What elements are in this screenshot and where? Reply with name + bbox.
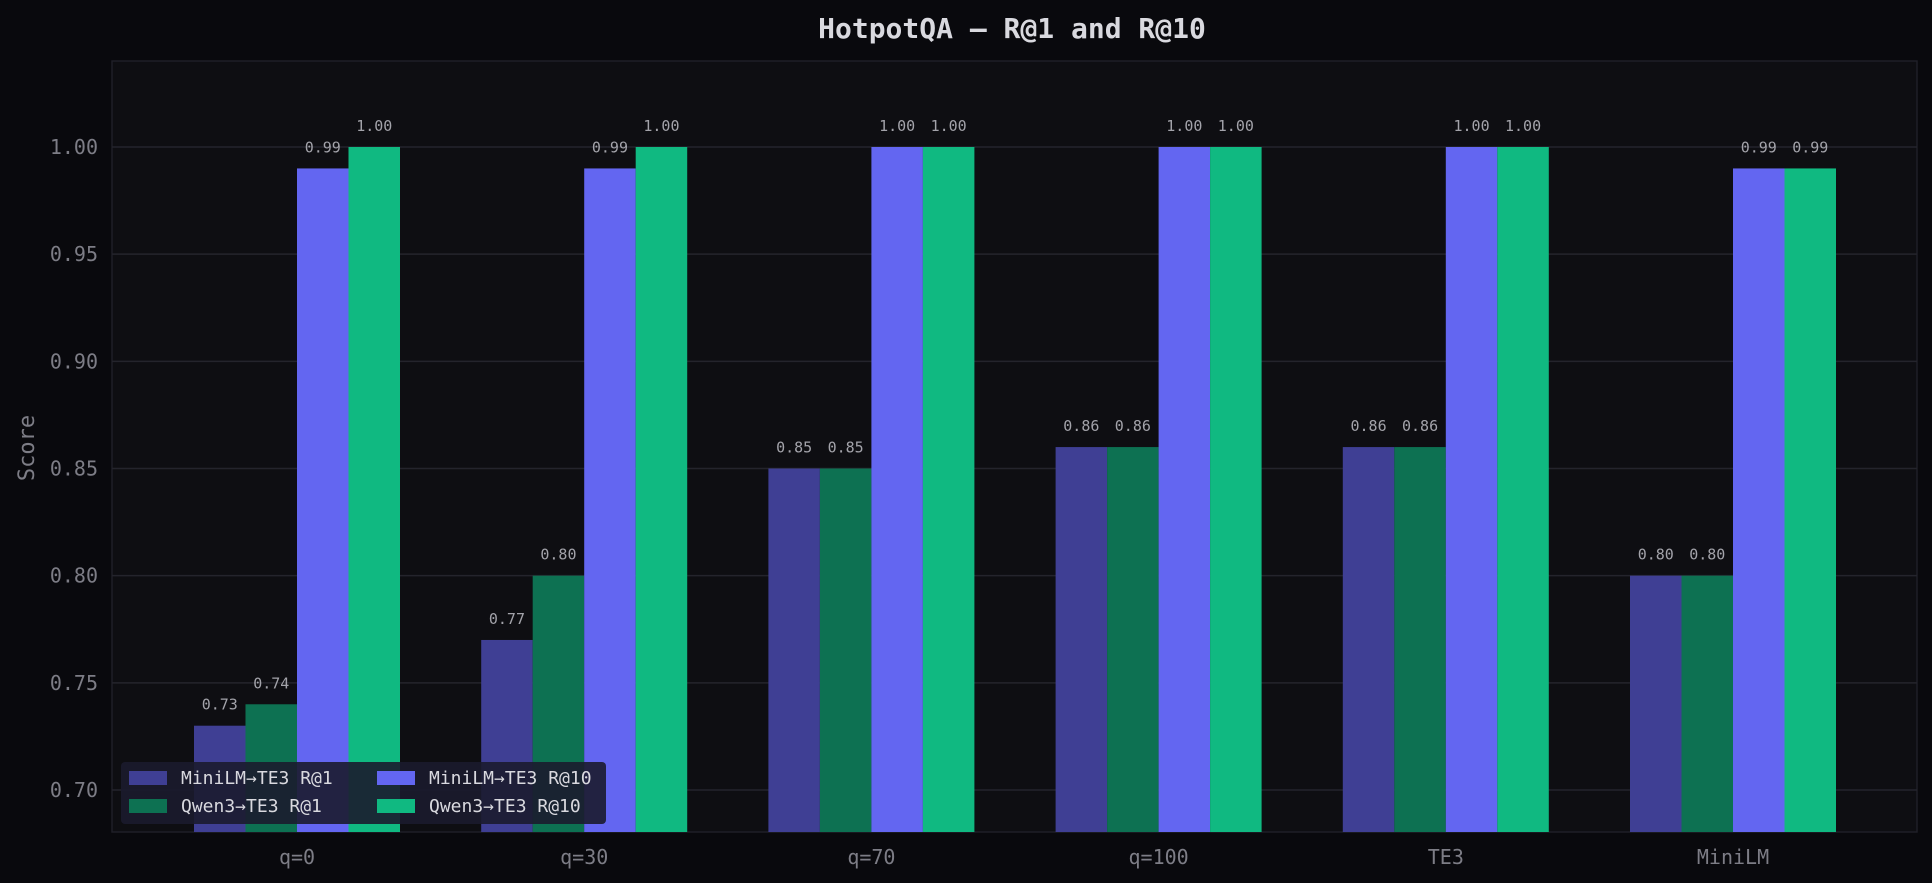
y-tick-label: 0.75 bbox=[50, 671, 98, 695]
legend-entry: Qwen3→TE3 R@10 bbox=[429, 796, 581, 817]
data-label: 0.99 bbox=[1741, 138, 1777, 156]
y-tick-label: 1.00 bbox=[50, 135, 98, 159]
bar bbox=[1055, 447, 1108, 832]
legend: MiniLM→TE3 R@1 Qwen3→TE3 R@1 MiniLM→TE3 R@… bbox=[121, 762, 606, 824]
legend-entry: Qwen3→TE3 R@1 bbox=[181, 796, 322, 817]
bar bbox=[1630, 575, 1682, 832]
data-label: 0.86 bbox=[1115, 417, 1151, 435]
y-axis-label: Score bbox=[15, 415, 40, 481]
bar bbox=[1497, 147, 1549, 832]
data-label: 0.80 bbox=[540, 546, 576, 564]
bar bbox=[1394, 447, 1446, 832]
data-label: 1.00 bbox=[643, 117, 679, 135]
bar bbox=[1445, 147, 1498, 832]
data-label: 1.00 bbox=[356, 117, 392, 135]
legend-entry: MiniLM→TE3 R@10 bbox=[429, 768, 592, 789]
data-label: 0.80 bbox=[1638, 546, 1674, 564]
data-label: 0.99 bbox=[1792, 138, 1828, 156]
bar bbox=[768, 468, 820, 832]
data-label: 1.00 bbox=[931, 117, 967, 135]
data-label: 0.77 bbox=[489, 610, 525, 628]
bar bbox=[348, 147, 400, 832]
data-label: 1.00 bbox=[1453, 117, 1489, 135]
bars bbox=[194, 147, 1836, 832]
bar bbox=[871, 147, 923, 832]
y-tick-label: 0.90 bbox=[50, 349, 98, 373]
bar bbox=[1681, 575, 1733, 832]
x-tick-label: MiniLM bbox=[1697, 845, 1769, 869]
y-tick-label: 0.80 bbox=[50, 564, 98, 588]
data-label: 0.99 bbox=[592, 138, 628, 156]
bar bbox=[1733, 168, 1785, 832]
x-tick-label: q=30 bbox=[560, 845, 608, 869]
data-label: 0.99 bbox=[305, 138, 341, 156]
plot-area bbox=[111, 60, 1918, 833]
data-label: 0.85 bbox=[828, 439, 864, 457]
bar bbox=[1107, 447, 1159, 832]
data-label: 0.73 bbox=[202, 696, 238, 714]
legend-swatch bbox=[129, 799, 167, 813]
data-label: 0.86 bbox=[1063, 417, 1099, 435]
x-tick-label: q=70 bbox=[847, 845, 895, 869]
bar bbox=[922, 147, 975, 832]
y-tick-label: 0.70 bbox=[50, 778, 98, 802]
bar bbox=[1342, 447, 1395, 832]
bar bbox=[1210, 147, 1262, 832]
data-label: 1.00 bbox=[1166, 117, 1202, 135]
legend-swatch bbox=[377, 771, 415, 785]
data-label: 1.00 bbox=[1218, 117, 1254, 135]
data-label: 1.00 bbox=[879, 117, 915, 135]
bar bbox=[1784, 168, 1836, 832]
chart-title: HotpotQA — R@1 and R@10 bbox=[818, 12, 1206, 45]
bar bbox=[1158, 147, 1211, 832]
bar bbox=[819, 468, 872, 832]
data-label: 0.86 bbox=[1350, 417, 1386, 435]
x-tick-label: q=100 bbox=[1128, 845, 1188, 869]
gridlines bbox=[112, 146, 1917, 791]
bar bbox=[584, 168, 636, 832]
y-axis-ticks: 0.70 0.75 0.80 0.85 0.90 0.95 1.00 bbox=[50, 135, 98, 802]
bar bbox=[297, 168, 349, 832]
data-labels: 0.73 0.74 0.99 1.00 0.77 0.80 0.99 1.00 0.85 0.85… bbox=[202, 117, 1829, 714]
y-tick-label: 0.95 bbox=[50, 242, 98, 266]
data-label: 0.85 bbox=[776, 439, 812, 457]
data-label: 1.00 bbox=[1505, 117, 1541, 135]
data-label: 0.86 bbox=[1402, 417, 1438, 435]
legend-box bbox=[121, 762, 606, 824]
y-tick-label: 0.85 bbox=[50, 457, 98, 481]
x-tick-label: q=0 bbox=[279, 845, 315, 869]
bar bbox=[635, 147, 688, 832]
data-label: 0.74 bbox=[253, 674, 289, 692]
legend-swatch bbox=[377, 799, 415, 813]
data-label: 0.80 bbox=[1689, 546, 1725, 564]
legend-entry: MiniLM→TE3 R@1 bbox=[181, 768, 333, 789]
x-axis-ticks: q=0 q=30 q=70 q=100 TE3 MiniLM bbox=[279, 845, 1769, 869]
legend-swatch bbox=[129, 771, 167, 785]
x-tick-label: TE3 bbox=[1428, 845, 1464, 869]
